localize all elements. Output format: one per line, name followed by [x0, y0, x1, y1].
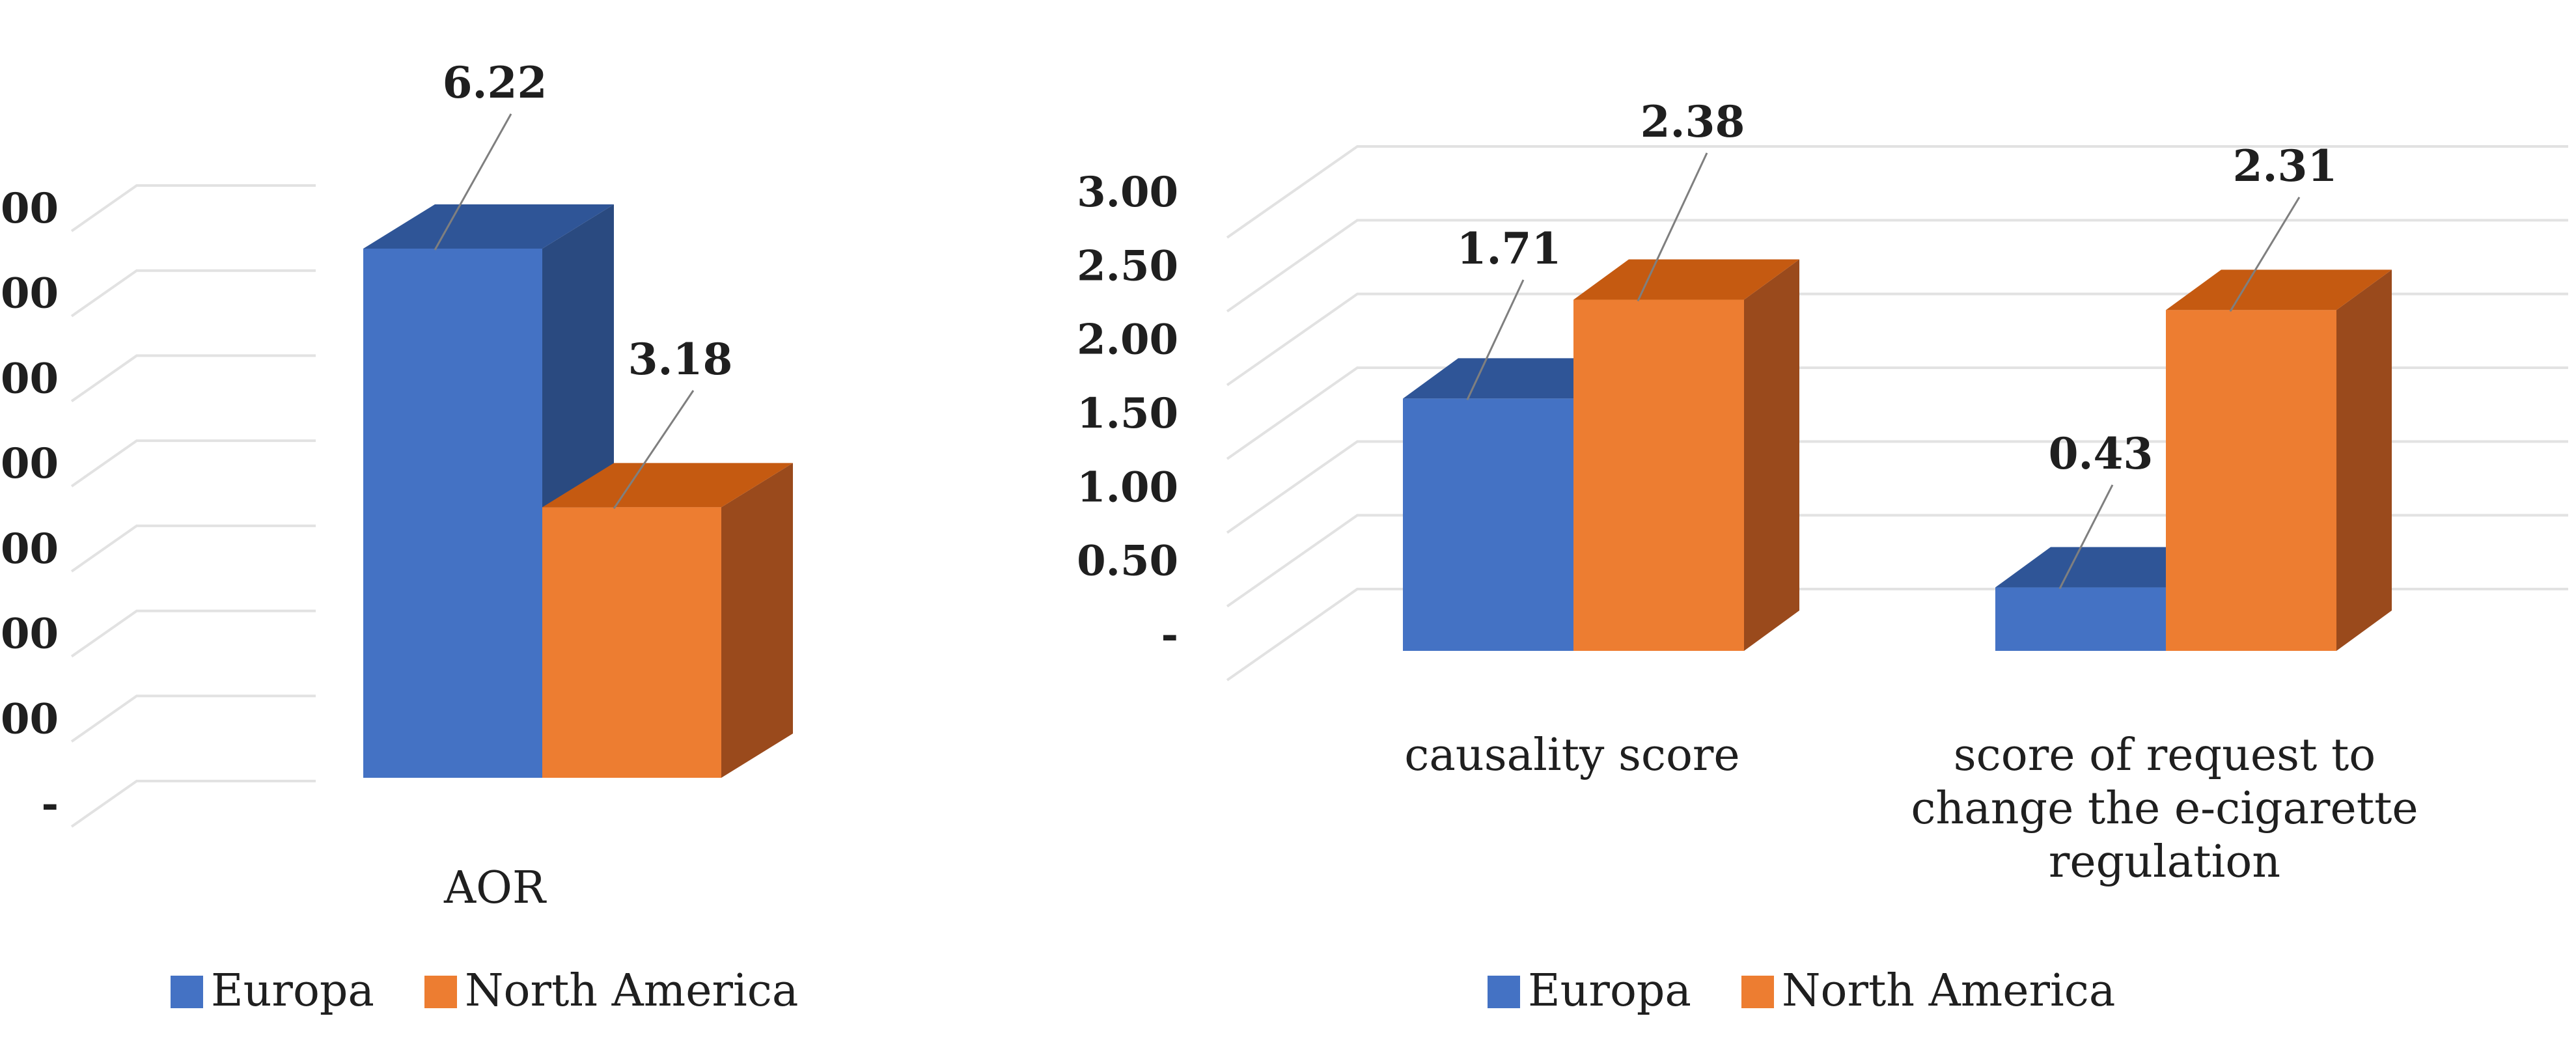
y-axis-ticks: - 1.00 2.00 3.00 4.00 5.00 6.00 7.00	[0, 184, 59, 829]
gridline	[70, 269, 316, 318]
data-label: 6.22	[443, 57, 547, 108]
gridline	[1226, 514, 2568, 608]
y-tick-label: 2.00	[1077, 316, 1178, 364]
data-label: 0.43	[2049, 428, 2154, 479]
legend: Europa North America	[1488, 965, 2115, 1017]
legend-label-0: Europa	[1528, 965, 1691, 1017]
legend-label-1: North America	[1782, 965, 2115, 1017]
y-tick-label: 3.00	[1077, 168, 1178, 217]
bar-top	[1403, 358, 1629, 399]
bar-top	[1995, 547, 2221, 588]
bar-side	[721, 463, 793, 778]
legend-swatch-0	[171, 976, 203, 1008]
y-tick-label: 3.00	[0, 525, 59, 573]
bars: 1.71 0.43 2.38 2.31	[1403, 96, 2392, 651]
bar-north-america-0: 3.18	[542, 334, 793, 778]
bar-top	[542, 463, 793, 508]
y-tick-label: -	[1161, 611, 1178, 659]
data-label-leader	[2058, 484, 2114, 590]
gridline	[70, 524, 316, 573]
bar-top	[1573, 259, 1799, 300]
data-label-leader	[613, 390, 695, 510]
bar-front	[363, 248, 542, 778]
gridline	[1226, 145, 2568, 239]
data-label: 2.38	[1641, 96, 1745, 147]
category-label-line: regulation	[2049, 836, 2280, 888]
bar-top	[363, 204, 614, 249]
bar-north-america-1: 2.31	[2166, 141, 2392, 651]
bar-front	[1573, 299, 1744, 651]
y-tick-label: 4.00	[0, 439, 59, 488]
gridline	[1226, 366, 2568, 460]
gridline	[1226, 292, 2568, 387]
bar-front	[1403, 398, 1573, 651]
data-label: 3.18	[628, 334, 733, 385]
chart-aor: - 1.00 2.00 3.00 4.00 5.00 6.00 7.00 6.22 3.18 AOR…	[0, 57, 798, 1017]
y-axis-ticks: - 0.50 1.00 1.50 2.00 2.50 3.00	[1077, 168, 1178, 659]
y-tick-label: 2.50	[1077, 241, 1178, 290]
gridline	[70, 609, 316, 658]
bar-top	[2166, 269, 2392, 310]
legend: Europa North America	[171, 965, 798, 1017]
chart-scores: - 0.50 1.00 1.50 2.00 2.50 3.00 1.71 0.43 2.38 2.3…	[1077, 96, 2568, 1017]
category-label: score of request to change the e-cigarett…	[1911, 730, 2418, 888]
category-label: AOR	[443, 862, 547, 914]
y-tick-label: 0.50	[1077, 537, 1178, 586]
y-tick-label: 5.00	[0, 354, 59, 403]
y-tick-label: 6.00	[0, 269, 59, 318]
y-tick-label: 1.00	[1077, 463, 1178, 512]
x-axis-categories: causality score score of request to change…	[1404, 730, 2418, 888]
gridline	[70, 439, 316, 488]
category-label-line: change the e-cigarette	[1911, 783, 2418, 834]
gridline	[70, 354, 316, 403]
x-axis-categories: AOR	[443, 862, 547, 914]
y-tick-label: 1.50	[1077, 389, 1178, 438]
bar-front	[1995, 587, 2166, 651]
legend-swatch-0	[1488, 976, 1520, 1008]
bar-north-america-0: 2.38	[1573, 96, 1799, 651]
y-tick-label: 7.00	[0, 184, 59, 233]
legend-label-0: Europa	[211, 965, 374, 1017]
data-label-leader	[1466, 279, 1525, 401]
data-label-leader	[434, 113, 512, 251]
category-label: causality score	[1404, 730, 1739, 781]
gridline	[70, 694, 316, 743]
bar-front	[542, 507, 721, 778]
data-label-leader	[1637, 152, 1708, 302]
bar-front	[2166, 310, 2336, 651]
category-label-line: score of request to	[1954, 730, 2375, 781]
data-label: 1.71	[1457, 223, 1562, 274]
gridlines	[70, 184, 316, 828]
gridline	[70, 780, 316, 828]
bar-side	[2336, 269, 2392, 651]
data-label-leader	[2229, 197, 2301, 312]
gridline	[70, 184, 316, 232]
y-tick-label: 1.00	[0, 694, 59, 743]
y-tick-label: -	[41, 780, 59, 829]
y-tick-label: 2.00	[0, 610, 59, 659]
data-label: 2.31	[2233, 141, 2338, 191]
legend-swatch-1	[1741, 976, 1774, 1008]
gridline	[1226, 440, 2568, 534]
bar-side	[1744, 259, 1799, 651]
legend-label-1: North America	[465, 965, 798, 1017]
bars: 6.22 3.18	[363, 57, 793, 778]
legend-swatch-1	[424, 976, 457, 1008]
gridline	[1226, 219, 2568, 312]
